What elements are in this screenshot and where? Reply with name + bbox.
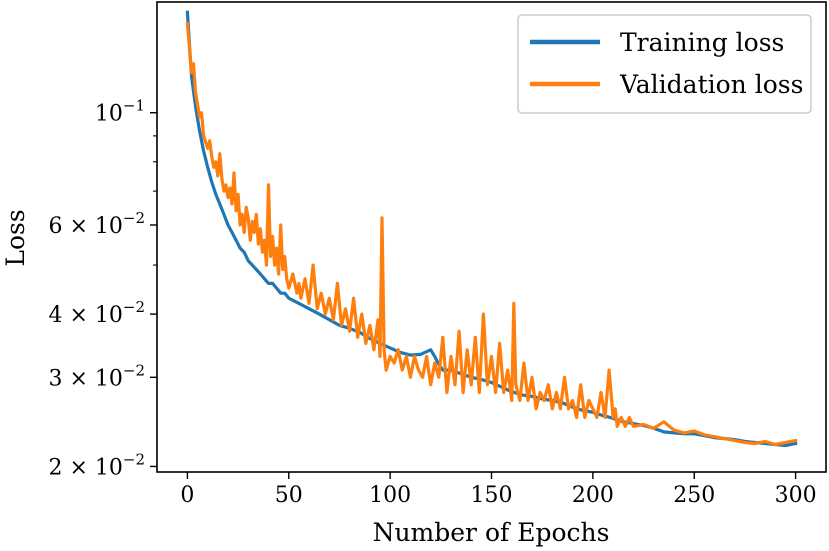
training-loss-line [185,10,798,448]
x-tick-label: 300 [775,483,817,508]
x-tick-label: 0 [180,483,194,508]
validation-loss-line [185,21,798,447]
x-tick-label: 200 [572,483,614,508]
y-tick-label: 10−1 [95,97,145,127]
y-axis: 10−1 6 × 10−2 4 × 10−2 3 × 10−2 2 × 10−2 [48,97,157,480]
legend-frame [517,14,812,114]
x-tick-label: 250 [673,483,715,508]
x-axis-title: Number of Epochs [373,518,610,547]
x-tick-label: 50 [275,483,303,508]
y-tick-label: 2 × 10−2 [48,450,145,480]
x-axis: 0 50 100 150 200 250 300 [180,472,817,508]
legend-label-training: Training loss [620,28,784,57]
y-tick-label: 6 × 10−2 [48,209,145,239]
plot-series [185,10,798,448]
legend: Training loss Validation loss [517,14,812,114]
y-tick-label: 4 × 10−2 [48,298,145,328]
x-tick-label: 150 [471,483,513,508]
x-tick-label: 100 [369,483,411,508]
y-axis-title: Loss [1,209,30,266]
y-tick-label: 3 × 10−2 [48,361,145,391]
legend-label-validation: Validation loss [619,70,803,99]
